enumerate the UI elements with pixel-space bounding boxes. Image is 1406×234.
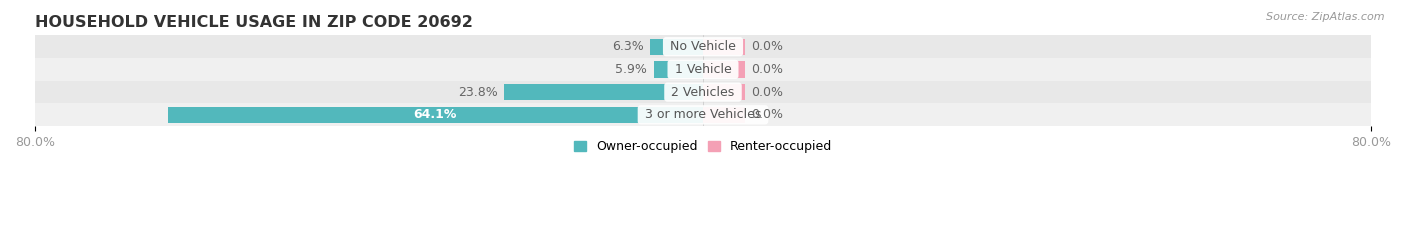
Text: 5.9%: 5.9% (616, 63, 647, 76)
Text: 0.0%: 0.0% (751, 63, 783, 76)
Text: HOUSEHOLD VEHICLE USAGE IN ZIP CODE 20692: HOUSEHOLD VEHICLE USAGE IN ZIP CODE 2069… (35, 15, 472, 30)
Bar (35, 58, 1371, 81)
Text: 0.0%: 0.0% (751, 108, 783, 121)
Legend: Owner-occupied, Renter-occupied: Owner-occupied, Renter-occupied (568, 135, 838, 158)
Bar (703, 84, 745, 100)
Text: 6.3%: 6.3% (612, 40, 644, 53)
Text: 3 or more Vehicles: 3 or more Vehicles (641, 108, 765, 121)
Bar (167, 107, 703, 123)
Text: 23.8%: 23.8% (458, 86, 498, 99)
Bar (35, 81, 1371, 103)
Bar (651, 39, 703, 55)
Text: 0.0%: 0.0% (751, 86, 783, 99)
Text: No Vehicle: No Vehicle (666, 40, 740, 53)
Text: 1 Vehicle: 1 Vehicle (671, 63, 735, 76)
Text: 64.1%: 64.1% (413, 108, 457, 121)
Bar (703, 39, 745, 55)
Bar (35, 103, 1371, 126)
Bar (505, 84, 703, 100)
Bar (703, 107, 745, 123)
Bar (703, 61, 745, 78)
Bar (35, 35, 1371, 58)
Bar (654, 61, 703, 78)
Text: 0.0%: 0.0% (751, 40, 783, 53)
Text: 2 Vehicles: 2 Vehicles (668, 86, 738, 99)
Text: Source: ZipAtlas.com: Source: ZipAtlas.com (1267, 12, 1385, 22)
